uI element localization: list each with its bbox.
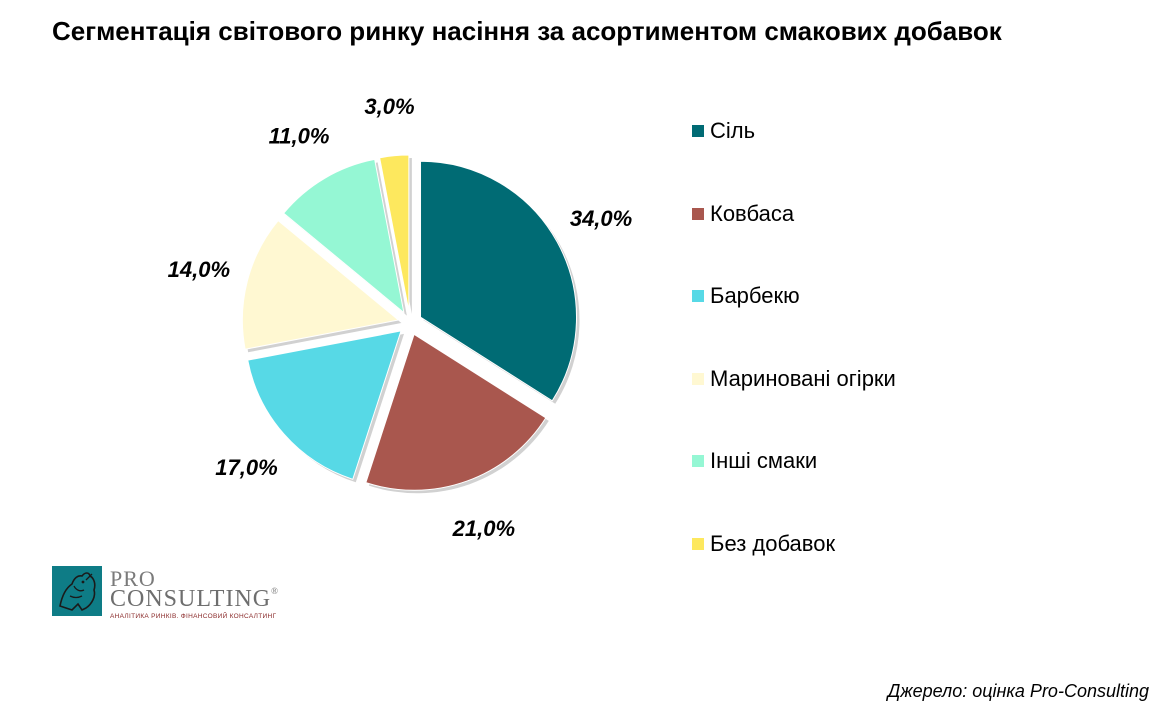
legend-item-2: Ковбаса bbox=[692, 201, 794, 227]
legend-label: Сіль bbox=[710, 118, 756, 143]
legend-label: Барбекю bbox=[710, 283, 800, 308]
pie-slice-5 bbox=[282, 158, 405, 314]
legend-swatch bbox=[692, 455, 704, 467]
legend-item-1: Сіль bbox=[692, 118, 755, 144]
legend-item-3: Барбекю bbox=[692, 283, 800, 309]
legend-label: Ковбаса bbox=[710, 200, 795, 226]
legend-label: Інші смаки bbox=[710, 448, 818, 473]
logo-text-consulting: CONSULTING® bbox=[110, 586, 279, 613]
registered-mark: ® bbox=[271, 586, 279, 596]
legend-swatch bbox=[692, 125, 704, 137]
pro-consulting-logo: PRO CONSULTING® АНАЛІТИКА РИНКІВ. ФІНАНС… bbox=[52, 566, 302, 622]
data-label-6: 3,0% bbox=[364, 94, 414, 119]
rhino-logo-icon bbox=[52, 566, 102, 616]
data-label-3: 17,0% bbox=[215, 455, 277, 480]
legend-item-4: Мариновані огірки bbox=[692, 366, 896, 392]
legend-label: Мариновані огірки bbox=[710, 365, 896, 391]
legend-item-5: Інші смаки bbox=[692, 448, 817, 474]
legend-swatch bbox=[692, 207, 704, 220]
pie-slice-3 bbox=[247, 330, 402, 480]
legend-swatch bbox=[692, 290, 704, 302]
legend-label: Без добавок bbox=[710, 530, 836, 556]
legend-swatch bbox=[692, 537, 704, 550]
data-label-2: 21,0% bbox=[452, 516, 515, 541]
data-label-1: 34,0% bbox=[570, 206, 632, 231]
data-label-5: 11,0% bbox=[269, 123, 330, 148]
pie-slice-6 bbox=[379, 154, 410, 312]
logo-tagline: АНАЛІТИКА РИНКІВ. ФІНАНСОВИЙ КОНСАЛТИНГ bbox=[110, 613, 277, 620]
pie-slice-1 bbox=[420, 160, 577, 402]
chart-title: Сегментація світового ринку насіння за а… bbox=[52, 16, 1002, 46]
pie-slice-2 bbox=[365, 333, 547, 491]
source-note: Джерело: оцінка Pro-Consulting bbox=[887, 681, 1149, 701]
legend-item-6: Без добавок bbox=[692, 531, 835, 557]
legend-swatch bbox=[692, 372, 704, 385]
pie-slice-4 bbox=[241, 219, 400, 350]
logo-text-pro: PRO bbox=[110, 566, 156, 591]
logo-text-consulting-word: CONSULTING bbox=[110, 586, 272, 612]
data-label-4: 14,0% bbox=[168, 257, 230, 282]
